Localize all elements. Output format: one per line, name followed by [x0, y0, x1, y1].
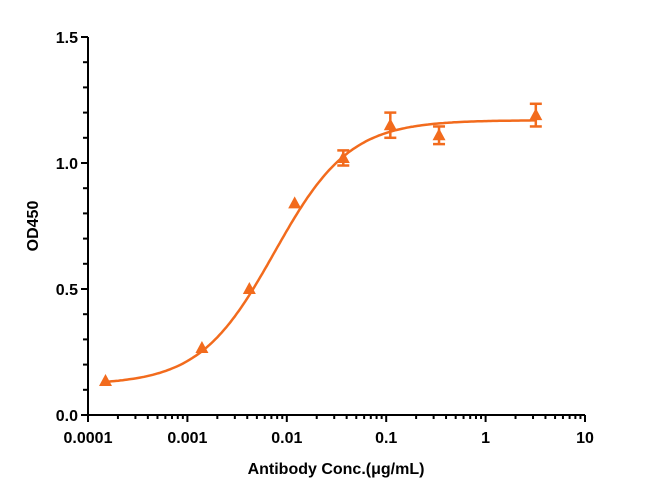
data-points	[99, 102, 543, 386]
y-tick-label: 1.5	[56, 30, 78, 47]
triangle-marker-icon	[432, 128, 446, 141]
data-point	[195, 340, 209, 353]
triangle-marker-icon	[336, 150, 350, 163]
data-point	[336, 149, 350, 167]
x-tick-label: 0.1	[375, 430, 397, 447]
data-point	[529, 102, 543, 128]
triangle-marker-icon	[383, 118, 397, 131]
triangle-marker-icon	[195, 340, 209, 353]
data-point	[383, 111, 397, 140]
data-point	[432, 125, 446, 146]
x-tick-label: 0.001	[167, 430, 207, 447]
x-tick-label: 0.0001	[64, 430, 113, 447]
triangle-marker-icon	[288, 196, 302, 209]
data-point	[99, 373, 113, 386]
y-axis-title: OD450	[25, 201, 42, 252]
x-axis-title: Antibody Conc.(μg/mL)	[248, 461, 425, 478]
y-tick-label: 1.0	[56, 156, 78, 173]
x-tick-label: 10	[576, 430, 594, 447]
x-tick-label: 1	[481, 430, 490, 447]
fit-curve	[105, 119, 536, 384]
data-point	[288, 196, 302, 209]
axes: 0.0 0.5 1.0 1.5 0.0001 0.001 0.01 0.1 1 10	[56, 30, 594, 447]
y-tick-label: 0.5	[56, 282, 78, 299]
triangle-marker-icon	[99, 373, 113, 386]
triangle-marker-icon	[529, 108, 543, 121]
x-tick-label: 0.01	[271, 430, 302, 447]
data-point	[242, 282, 256, 294]
triangle-marker-icon	[242, 282, 256, 294]
y-tick-label: 0.0	[56, 408, 78, 425]
fit-curve-path	[105, 119, 536, 384]
